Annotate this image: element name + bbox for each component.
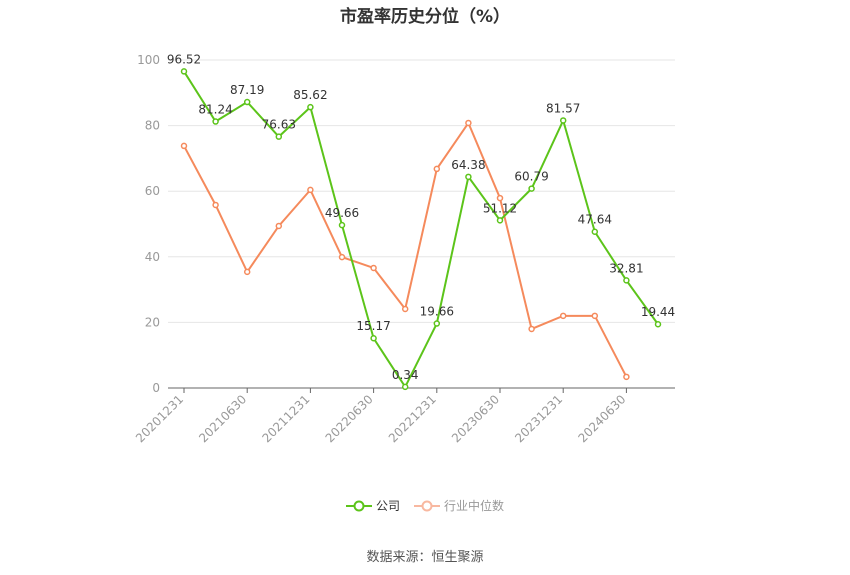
data-point[interactable] [433, 320, 441, 327]
series-industry [180, 119, 630, 381]
data-point[interactable] [623, 373, 630, 381]
data-point[interactable] [243, 98, 251, 106]
data-point[interactable] [401, 383, 409, 391]
data-point[interactable] [528, 185, 535, 192]
data-point[interactable] [275, 133, 283, 140]
y-tick-label: 0 [152, 381, 160, 395]
data-point[interactable] [307, 103, 314, 111]
data-point[interactable] [465, 173, 472, 181]
legend-item-industry[interactable]: 行业中位数 [414, 497, 504, 514]
data-point[interactable] [528, 325, 535, 333]
x-tick-label: 20220630 [323, 392, 376, 445]
data-label: 15.17 [356, 319, 390, 333]
x-tick-label: 20231231 [512, 392, 565, 445]
data-label: 19.44 [641, 305, 675, 319]
data-point[interactable] [307, 186, 314, 194]
data-point[interactable] [559, 117, 567, 124]
data-source: 数据来源：恒生聚源 [366, 550, 484, 565]
industry-line-marker-icon [414, 500, 440, 511]
data-label: 47.64 [578, 213, 612, 227]
data-point[interactable] [623, 277, 630, 284]
data-point[interactable] [275, 222, 283, 230]
data-label: 96.52 [167, 52, 201, 66]
data-point[interactable] [465, 119, 472, 127]
series-line [183, 120, 628, 378]
y-tick-label: 60 [145, 184, 160, 198]
x-tick-label: 20221231 [386, 392, 439, 445]
data-label: 49.66 [325, 206, 359, 220]
data-label: 32.81 [609, 261, 643, 275]
y-tick-label: 80 [145, 119, 160, 133]
data-label: 64.38 [451, 158, 485, 172]
data-point[interactable] [212, 201, 219, 209]
data-label: 87.19 [230, 83, 264, 97]
data-point[interactable] [338, 221, 346, 229]
y-tick-label: 20 [145, 315, 160, 329]
legend-label-industry: 行业中位数 [444, 499, 505, 513]
x-tick-label: 20240630 [575, 392, 628, 445]
data-label: 81.57 [546, 101, 580, 115]
data-point[interactable] [591, 228, 599, 235]
data-point[interactable] [496, 194, 504, 202]
data-point[interactable] [496, 217, 504, 224]
legend: 公司 行业中位数 [0, 497, 850, 514]
data-label: 76.63 [262, 118, 296, 132]
data-point[interactable] [370, 334, 377, 342]
y-tick-label: 100 [137, 53, 160, 67]
company-line-marker-icon [345, 500, 372, 511]
data-point[interactable] [180, 68, 188, 75]
data-label: 51.12 [483, 201, 517, 215]
legend-item-company[interactable]: 公司 [345, 497, 400, 514]
data-point[interactable] [338, 253, 346, 261]
data-point[interactable] [180, 142, 188, 150]
data-label: 60.79 [514, 170, 548, 184]
y-tick-label: 40 [145, 250, 160, 264]
legend-label-company: 公司 [375, 499, 400, 513]
chart-title: 市盈率历史分位（%） [339, 7, 511, 27]
data-label: 0.34 [392, 368, 419, 382]
x-tick-label: 20230630 [449, 392, 502, 445]
series-line [183, 70, 659, 389]
data-point[interactable] [243, 268, 251, 276]
data-label: 85.62 [293, 88, 327, 102]
data-point[interactable] [559, 312, 567, 320]
data-label: 19.66 [420, 305, 454, 319]
data-point[interactable] [370, 264, 377, 272]
data-point[interactable] [401, 305, 409, 313]
data-point[interactable] [433, 165, 441, 173]
data-label: 81.24 [198, 103, 232, 117]
data-point[interactable] [654, 320, 662, 328]
series-company: 96.52 81.24 87.19 76.63 85.62 49.66 15.17 0.34 1… [167, 52, 675, 391]
x-tick-label: 20201231 [133, 392, 186, 445]
x-tick-label: 20210630 [196, 392, 249, 445]
data-point[interactable] [212, 118, 219, 125]
data-point[interactable] [591, 312, 599, 320]
x-tick-label: 20211231 [259, 392, 312, 445]
